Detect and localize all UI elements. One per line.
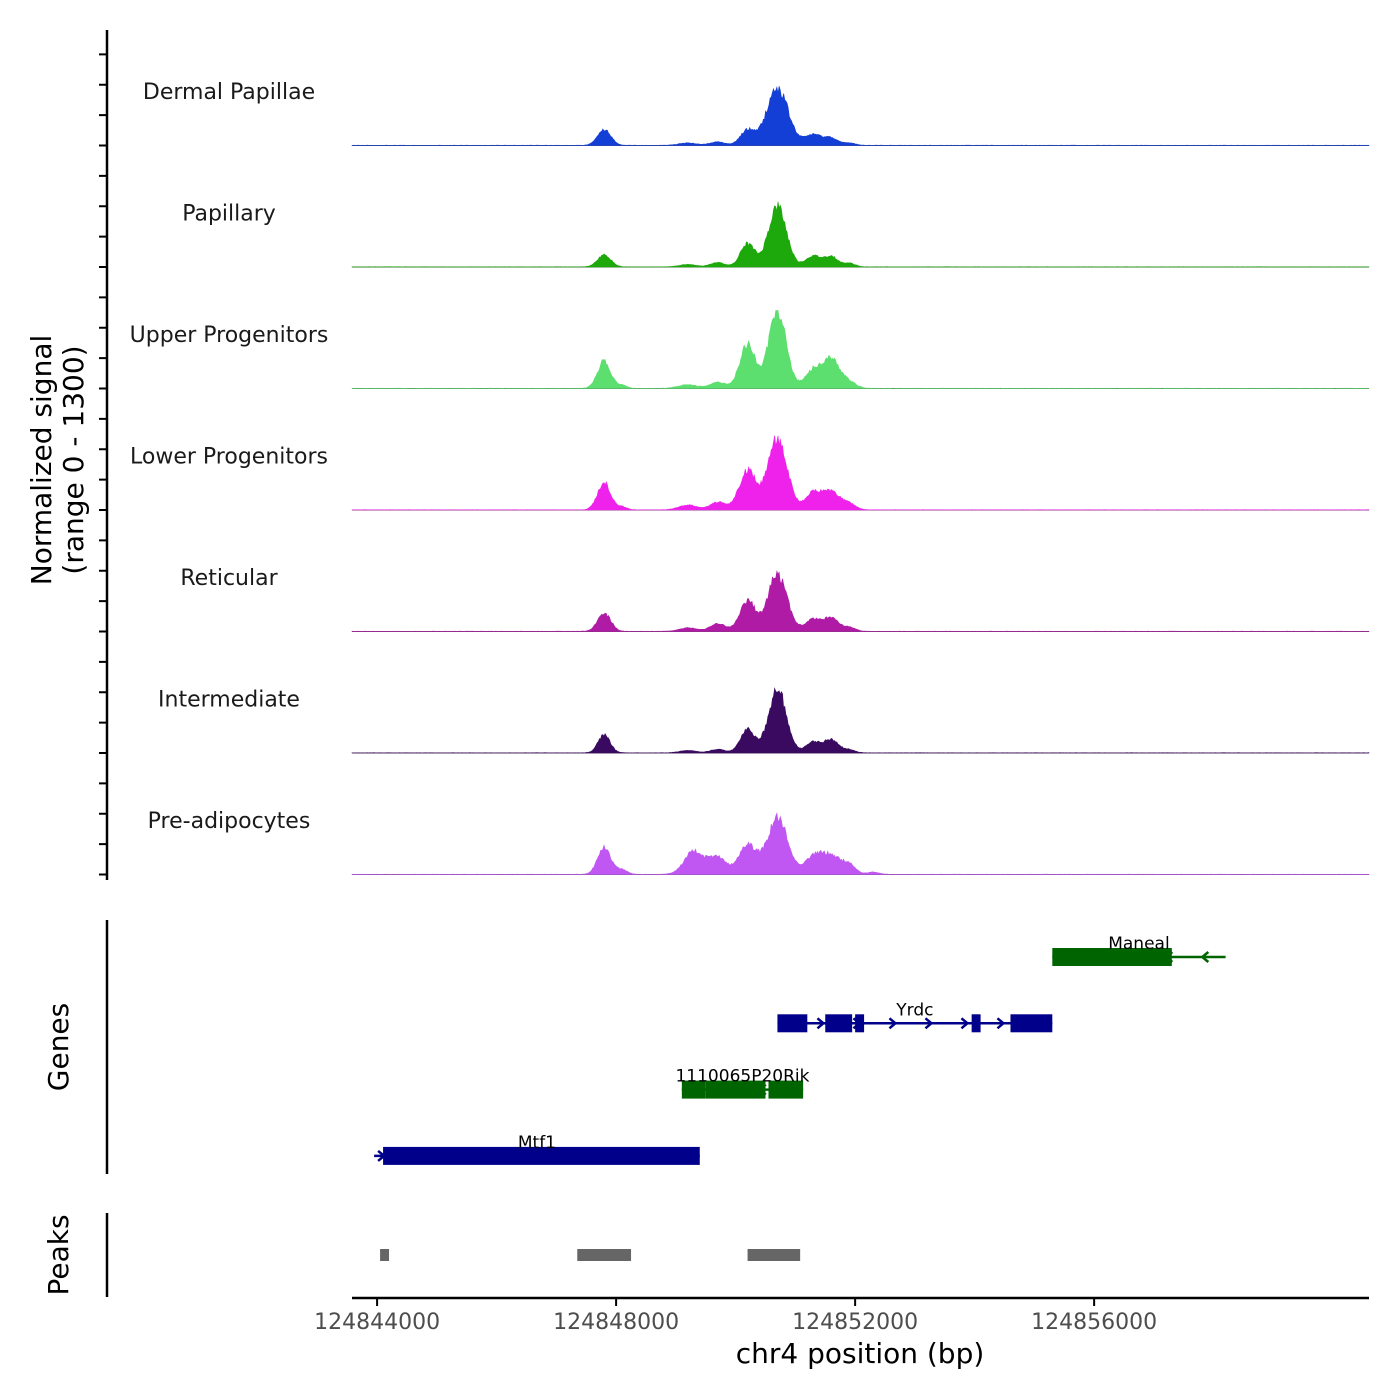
coverage-panel: Dermal Papillae Papillary Upper Progenitor… xyxy=(130,80,1370,875)
coverage-track: Pre-adipocytes xyxy=(148,809,1370,875)
gene-strand-chevron xyxy=(924,1017,934,1030)
gene-label: Yrdc xyxy=(895,1000,933,1020)
gene-exon xyxy=(971,1014,981,1033)
gene-strand-chevron xyxy=(1200,951,1210,963)
gene-label: Mtf1 xyxy=(518,1133,556,1153)
gene-exon xyxy=(383,1146,700,1165)
peaks-panel xyxy=(380,1249,801,1261)
coverage-area xyxy=(351,310,1370,389)
gene-model: Yrdc xyxy=(777,1000,1053,1033)
gene-strand-chevron xyxy=(816,1017,826,1030)
gene-exon xyxy=(768,1080,804,1099)
gene-exon xyxy=(705,1080,766,1099)
track-label: Intermediate xyxy=(158,688,300,713)
coverage-area xyxy=(351,570,1370,632)
coverage-track: Upper Progenitors xyxy=(130,310,1370,389)
peaks-axis-title: Peaks xyxy=(42,1214,75,1295)
gene-exon xyxy=(777,1014,808,1033)
track-label: Reticular xyxy=(180,566,278,591)
gene-exon xyxy=(1010,1014,1053,1033)
coverage-track: Dermal Papillae xyxy=(143,80,1370,146)
x-axis-ticks: 124844000 124848000 124852000 124856000 xyxy=(314,1298,1157,1335)
x-axis-tick-label: 124852000 xyxy=(792,1310,918,1335)
peak-region xyxy=(380,1249,390,1261)
gene-strand-chevron xyxy=(888,1017,898,1030)
gene-label: 1110065P20Rik xyxy=(675,1067,809,1087)
gene-label: Maneal xyxy=(1108,934,1169,954)
peak-region xyxy=(747,1249,801,1261)
genes-panel: Maneal Yrdc 1110065P20Rik Mtf1 xyxy=(374,934,1226,1165)
gene-model: Mtf1 xyxy=(374,1133,700,1165)
gene-exon xyxy=(1052,948,1172,966)
gene-exon xyxy=(855,1014,865,1033)
coverage-area xyxy=(351,86,1370,146)
coverage-track: Papillary xyxy=(182,201,1370,268)
coverage-area xyxy=(351,687,1370,754)
coverage-area xyxy=(351,812,1370,875)
coverage-track: Reticular xyxy=(180,566,1370,632)
coverage-track: Lower Progenitors xyxy=(130,435,1370,511)
track-label: Lower Progenitors xyxy=(130,445,328,470)
genes-axis-title: Genes xyxy=(42,1003,75,1091)
gene-exon xyxy=(681,1080,706,1099)
x-axis-tick-label: 124844000 xyxy=(314,1310,440,1335)
coverage-y-axis xyxy=(99,30,109,880)
coverage-track: Intermediate xyxy=(158,687,1370,754)
coverage-y-axis-title-line1: Normalized signal xyxy=(25,335,58,586)
gene-strand-chevron xyxy=(960,1017,970,1030)
track-label: Dermal Papillae xyxy=(143,80,315,105)
x-axis-title: chr4 position (bp) xyxy=(736,1337,985,1370)
coverage-area xyxy=(351,201,1370,268)
gene-model: 1110065P20Rik xyxy=(675,1067,810,1099)
x-axis-tick-label: 124856000 xyxy=(1031,1310,1157,1335)
track-label: Upper Progenitors xyxy=(130,323,329,348)
track-label: Papillary xyxy=(182,202,276,227)
gene-exon xyxy=(825,1014,853,1033)
gene-model: Maneal xyxy=(1052,934,1226,966)
x-axis-tick-label: 124848000 xyxy=(553,1310,679,1335)
track-label: Pre-adipocytes xyxy=(148,809,311,834)
coverage-y-axis-title-line2: (range 0 - 1300) xyxy=(57,345,90,574)
peak-region xyxy=(577,1249,632,1261)
gene-strand-chevron xyxy=(996,1017,1006,1030)
coverage-area xyxy=(351,435,1370,511)
